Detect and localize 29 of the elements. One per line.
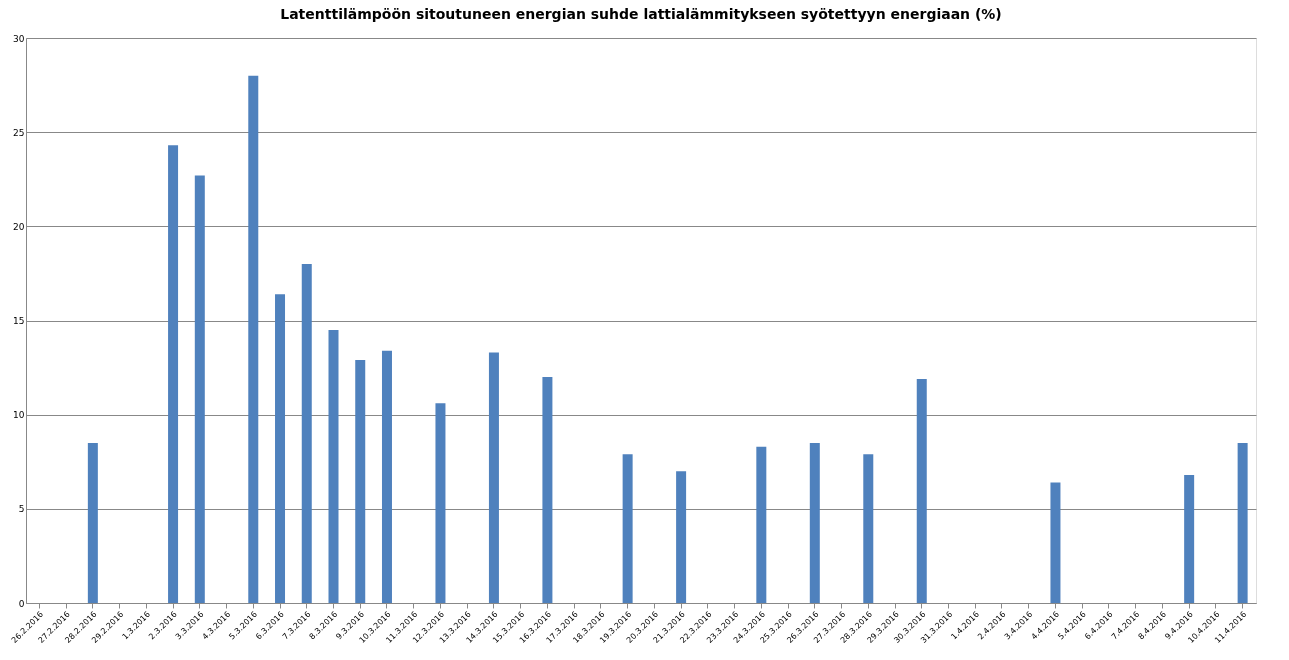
bar: [1237, 442, 1248, 603]
y-tick-label: 15: [13, 316, 25, 326]
y-tick-label: 10: [13, 410, 25, 421]
bar: [248, 75, 259, 603]
bar: [275, 294, 286, 603]
bar: [676, 471, 687, 603]
bar: [435, 403, 446, 603]
y-tick-label: 5: [18, 504, 25, 515]
bar: [809, 442, 820, 603]
bar: [194, 175, 205, 603]
bar: [1050, 482, 1061, 603]
bar: [622, 454, 633, 603]
bar: [756, 446, 767, 603]
bar: [328, 329, 339, 603]
bar: [355, 360, 366, 603]
bar: [863, 454, 874, 603]
bar: [488, 352, 499, 603]
y-tick-label: 30: [13, 33, 25, 44]
bar: [542, 377, 553, 603]
bar: [87, 442, 98, 603]
bar: [381, 350, 392, 603]
bar: [168, 145, 179, 603]
chart-title: Latenttilämpöön sitoutuneen energian suhde lattialämmitykseen syötettyyn energiaan (%): [280, 6, 1002, 22]
y-tick-label: 25: [13, 127, 25, 138]
bar: [1184, 474, 1195, 603]
bar: [916, 378, 927, 603]
bar: [301, 264, 312, 603]
y-tick-label: 20: [13, 221, 25, 232]
y-tick-label: 0: [18, 598, 25, 609]
